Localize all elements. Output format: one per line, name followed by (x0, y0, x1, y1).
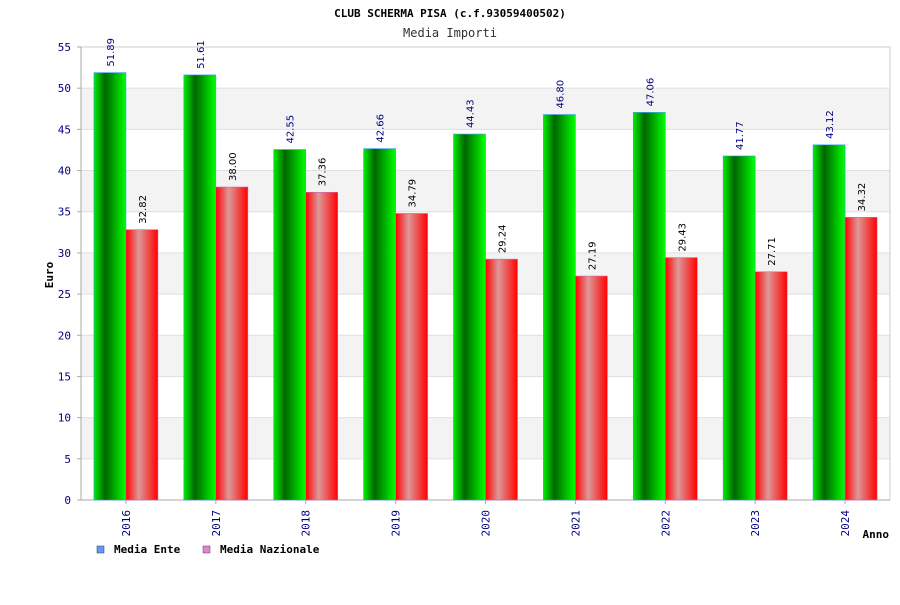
chart-subtitle: Media Importi (403, 26, 497, 40)
data-label: 27.19 (587, 241, 598, 270)
data-label: 32.82 (138, 195, 149, 224)
bar-media-ente-2023 (722, 155, 756, 501)
data-label: 44.43 (466, 99, 477, 128)
bar-media-ente-2020 (453, 133, 486, 501)
x-tick-label: 2023 (749, 510, 762, 537)
y-axis-ticks: 0 5 10 15 20 25 30 35 40 45 50 55 (58, 41, 81, 507)
bar-media-nazionale-2019 (395, 213, 428, 501)
legend-label-media-nazionale: Media Nazionale (220, 543, 320, 556)
bar-media-nazionale-2017 (215, 186, 249, 501)
x-tick-label: 2016 (120, 510, 133, 537)
x-tick-label: 2017 (210, 510, 223, 537)
y-tick-label: 40 (58, 165, 71, 178)
y-tick-label: 0 (64, 494, 71, 507)
y-tick-label: 10 (58, 412, 71, 425)
bar-media-ente-2017 (183, 74, 217, 501)
bar-media-nazionale-2021 (575, 275, 608, 501)
legend-swatch-media-ente (96, 545, 105, 554)
bar-media-nazionale-2023 (754, 271, 788, 501)
bar-media-nazionale-2020 (485, 258, 518, 501)
y-tick-label: 30 (58, 247, 71, 260)
x-tick-label: 2021 (569, 510, 582, 537)
x-tick-label: 2018 (300, 510, 313, 537)
data-label: 38.00 (228, 152, 239, 181)
y-tick-label: 5 (64, 453, 71, 466)
bar-media-nazionale-2016 (125, 229, 159, 501)
bar-media-ente-2018 (273, 149, 307, 501)
data-label: 42.66 (376, 114, 387, 143)
x-axis-label: Anno (863, 528, 890, 541)
y-axis-label: Euro (43, 261, 56, 288)
bar-media-nazionale-2018 (305, 191, 339, 501)
x-tick-label: 2020 (480, 510, 493, 537)
legend: Media Ente Media Nazionale (96, 543, 320, 556)
x-tick-label: 2022 (659, 510, 672, 537)
data-label: 34.79 (408, 179, 419, 208)
data-label: 37.36 (318, 158, 329, 187)
y-tick-label: 50 (58, 82, 71, 95)
chart-title: CLUB SCHERMA PISA (c.f.93059400502) (334, 7, 566, 20)
data-label: 43.12 (825, 110, 836, 139)
y-tick-label: 20 (58, 329, 71, 342)
data-label: 51.61 (196, 40, 207, 69)
y-tick-label: 45 (58, 123, 71, 136)
data-labels: 51.89 32.82 51.61 38.00 42.55 37.36 42.66 34.79… (106, 38, 868, 270)
y-tick-label: 25 (58, 288, 71, 301)
y-tick-label: 55 (58, 41, 71, 54)
bar-media-ente-2016 (93, 72, 127, 501)
data-label: 42.55 (286, 115, 297, 144)
bar-media-ente-2024 (812, 144, 846, 501)
data-label: 51.89 (106, 38, 117, 67)
data-label: 34.32 (857, 183, 868, 212)
y-tick-label: 15 (58, 370, 71, 383)
bars (93, 72, 878, 501)
bar-media-ente-2019 (363, 148, 396, 501)
data-label: 41.77 (735, 121, 746, 150)
bar-media-ente-2022 (632, 112, 666, 501)
data-label: 47.06 (645, 78, 656, 107)
data-label: 29.24 (498, 225, 509, 254)
data-label: 29.43 (677, 223, 688, 252)
x-tick-label: 2024 (839, 510, 852, 537)
y-tick-label: 35 (58, 206, 71, 219)
legend-swatch-media-nazionale (202, 545, 211, 554)
x-axis-ticks: 2016 2017 2018 2019 2020 2021 2022 2023 2024 (120, 500, 852, 537)
data-label: 27.71 (767, 237, 778, 266)
bar-media-ente-2021 (543, 114, 576, 501)
legend-label-media-ente: Media Ente (114, 543, 181, 556)
data-label: 46.80 (555, 80, 566, 109)
x-tick-label: 2019 (390, 510, 403, 537)
bar-media-nazionale-2022 (664, 257, 698, 501)
bar-media-nazionale-2024 (844, 217, 878, 501)
